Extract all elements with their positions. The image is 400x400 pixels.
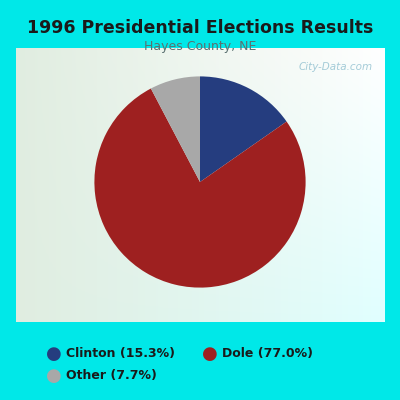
Text: ●: ●	[46, 367, 62, 385]
Text: City-Data.com: City-Data.com	[299, 62, 373, 72]
Text: 1996 Presidential Elections Results: 1996 Presidential Elections Results	[27, 19, 373, 37]
Text: Other (7.7%): Other (7.7%)	[66, 370, 157, 382]
Text: ●: ●	[46, 345, 62, 363]
Text: Hayes County, NE: Hayes County, NE	[144, 40, 256, 53]
Text: Dole (77.0%): Dole (77.0%)	[222, 348, 313, 360]
Wedge shape	[151, 76, 200, 182]
Wedge shape	[94, 88, 306, 288]
Text: ●: ●	[202, 345, 218, 363]
Wedge shape	[200, 76, 286, 182]
Text: Clinton (15.3%): Clinton (15.3%)	[66, 348, 175, 360]
